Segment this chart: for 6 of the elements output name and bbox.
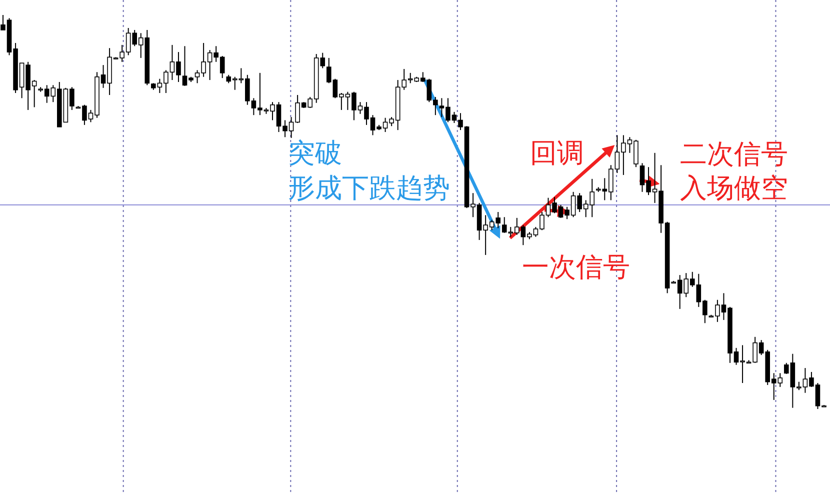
- annotation: 入场做空: [680, 173, 788, 204]
- annotation: 二次信号: [680, 139, 788, 170]
- annotation: 回调: [530, 138, 584, 169]
- annotation: 形成下跌趋势: [288, 173, 450, 204]
- annotation: 一次信号: [522, 252, 630, 283]
- annotation: 突破: [288, 138, 342, 169]
